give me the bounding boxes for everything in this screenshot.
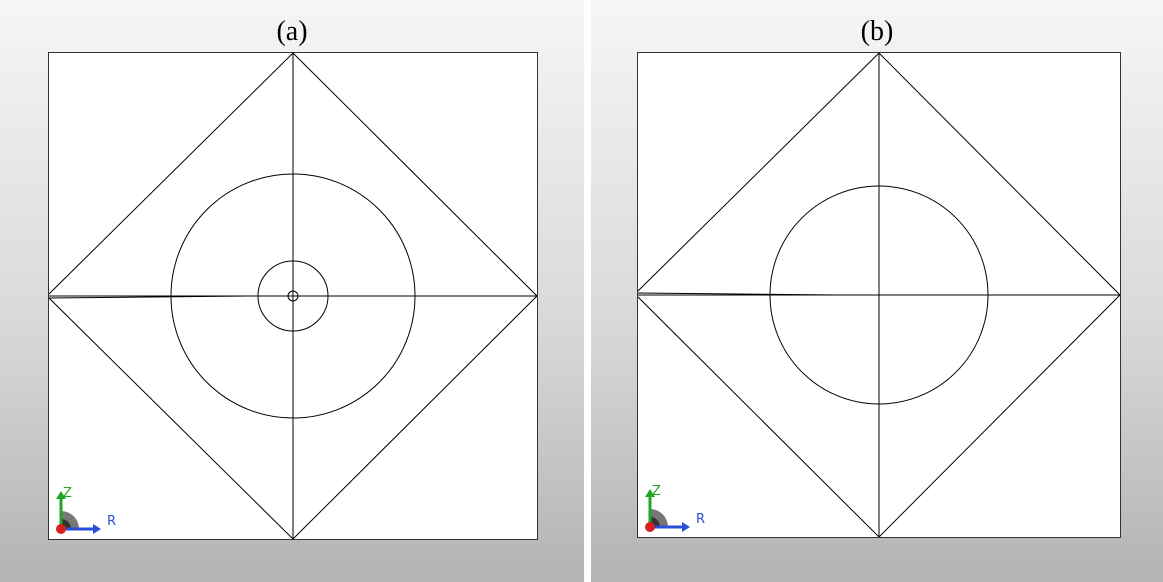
mesh-diagonal-line xyxy=(638,296,880,537)
panel-b-caption: (b) xyxy=(860,16,894,47)
axis-z-label: Z xyxy=(652,484,661,499)
axis-triad-icon xyxy=(645,489,690,532)
mesh-middle-circle xyxy=(257,260,329,332)
mesh-diagonal-line xyxy=(878,294,1120,537)
mesh-diagonal-line xyxy=(292,295,537,539)
mesh-view-b[interactable]: Z R xyxy=(637,52,1121,538)
mesh-outer-circle xyxy=(170,173,416,419)
mesh-diagonal-line xyxy=(878,53,1120,296)
panel-b: (b) Z R xyxy=(591,0,1163,582)
mesh-inner-circle xyxy=(287,290,299,302)
axis-r-label: R xyxy=(696,512,706,527)
mesh-diagonal-line xyxy=(292,53,537,297)
panel-a-caption: (a) xyxy=(276,16,308,47)
mesh-view-a[interactable]: Z R xyxy=(48,52,538,540)
mesh-crack-line xyxy=(638,292,839,296)
axis-z-label: Z xyxy=(63,486,72,501)
mesh-drawing-a xyxy=(49,53,537,539)
mesh-crack-line xyxy=(49,295,250,299)
panel-a: (a) Z R xyxy=(0,0,584,582)
mesh-diagonal-line xyxy=(638,53,880,292)
axis-triad-icon xyxy=(56,491,101,534)
axis-r-label: R xyxy=(107,514,117,529)
mesh-diagonal-line xyxy=(49,297,294,539)
mesh-drawing-b xyxy=(638,53,1120,537)
mesh-outer-circle xyxy=(769,185,989,405)
mesh-diagonal-line xyxy=(49,53,294,295)
